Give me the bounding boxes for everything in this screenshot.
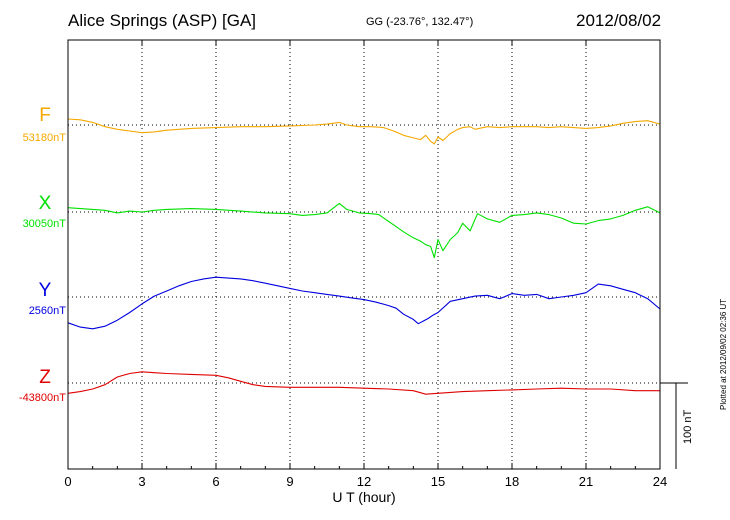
series-line-z [67, 371, 660, 395]
channel-y-label: Y [38, 280, 52, 301]
x-tick-label: 21 [579, 474, 593, 489]
x-tick-label: 15 [431, 474, 445, 489]
x-tick-label: 0 [64, 474, 71, 489]
chart-grid [68, 40, 660, 469]
x-tick-label: 3 [138, 474, 145, 489]
x-tick-label: 12 [357, 474, 371, 489]
series-line-y [67, 276, 661, 330]
scale-bar [660, 382, 688, 469]
series-line-f [67, 118, 661, 145]
series-line-x [67, 202, 661, 259]
x-tick-label: 18 [505, 474, 519, 489]
x-tick-label: 9 [286, 474, 293, 489]
x-axis: 0 3 6 9 12 15 18 21 24 [64, 40, 667, 489]
channel-x-label: X [38, 193, 52, 214]
channel-x-baseline: 30050nT [22, 218, 66, 230]
x-axis-label: U T (hour) [332, 489, 395, 505]
scale-bar-label: 100 nT [682, 409, 694, 444]
channel-y-baseline: 2560nT [28, 305, 66, 317]
plotted-timestamp: Plotted at 2012/09/02 02:36 UT [719, 298, 728, 410]
x-tick-label: 6 [212, 474, 219, 489]
chart-series-group [67, 118, 661, 395]
record-date: 2012/08/02 [576, 11, 662, 30]
station-title: Alice Springs (ASP) [GA] [68, 11, 257, 30]
x-tick-label: 24 [653, 474, 667, 489]
channel-z-label: Z [39, 367, 51, 388]
channel-z-baseline: -43800nT [18, 392, 66, 404]
channel-f-baseline: 53180nT [22, 132, 66, 144]
channel-f-label: F [39, 105, 51, 126]
station-coordinates: GG (-23.76°, 132.47°) [366, 16, 474, 28]
